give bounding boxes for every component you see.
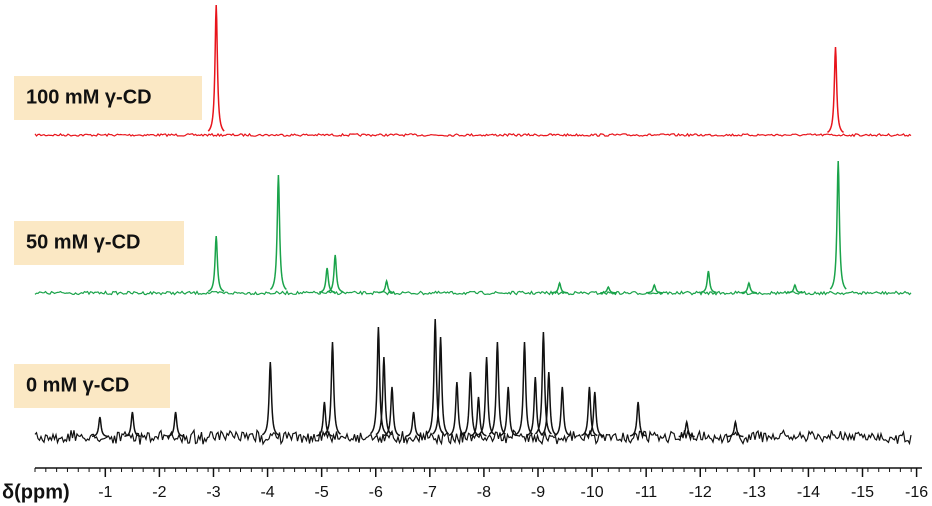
peak bbox=[470, 396, 487, 437]
peak bbox=[600, 285, 617, 294]
x-tick-label: -4 bbox=[260, 484, 274, 501]
peak bbox=[554, 386, 571, 437]
series-label: 100 mM γ-CD bbox=[26, 86, 152, 108]
label-box bbox=[14, 221, 184, 265]
label-box bbox=[14, 364, 170, 408]
peak bbox=[324, 341, 341, 435]
peak bbox=[727, 419, 744, 438]
peak bbox=[405, 411, 422, 438]
baseline-noise bbox=[34, 428, 912, 446]
peak bbox=[678, 419, 695, 438]
peak bbox=[740, 281, 757, 294]
x-axis-label: δ(ppm) bbox=[2, 481, 70, 503]
peak bbox=[516, 341, 533, 435]
peak bbox=[700, 270, 717, 294]
x-tick-label: -7 bbox=[423, 484, 437, 501]
peak bbox=[551, 281, 568, 294]
x-tick-label: -14 bbox=[797, 484, 820, 501]
series-label: 50 mM γ-CD bbox=[26, 231, 140, 253]
x-tick-label: -8 bbox=[477, 484, 491, 501]
x-tick-label: -16 bbox=[905, 484, 928, 501]
x-tick-label: -11 bbox=[635, 484, 657, 501]
peak bbox=[167, 411, 184, 438]
peak bbox=[527, 376, 544, 436]
peak bbox=[581, 386, 598, 437]
peak bbox=[499, 386, 517, 437]
peak bbox=[207, 235, 225, 292]
peak bbox=[646, 283, 663, 294]
x-tick-label: -2 bbox=[152, 484, 166, 501]
peak bbox=[448, 381, 466, 437]
x-tick-label: -3 bbox=[206, 484, 220, 501]
peak bbox=[326, 254, 344, 293]
x-tick-label: -9 bbox=[531, 484, 545, 501]
peak bbox=[488, 341, 506, 435]
x-tick-label: -10 bbox=[581, 484, 604, 501]
peak bbox=[540, 371, 558, 436]
peak bbox=[369, 326, 387, 435]
peak bbox=[827, 46, 844, 133]
peak bbox=[261, 361, 279, 436]
label-box bbox=[14, 76, 202, 120]
peak bbox=[534, 331, 552, 435]
peak bbox=[629, 401, 647, 437]
peak bbox=[207, 4, 225, 132]
peak bbox=[786, 283, 804, 294]
peak bbox=[378, 278, 395, 294]
peak bbox=[269, 174, 287, 291]
peak bbox=[383, 386, 401, 437]
x-tick-label: -1 bbox=[98, 484, 112, 501]
baseline-noise bbox=[34, 290, 912, 296]
x-tick-label: -5 bbox=[315, 484, 329, 501]
peak bbox=[91, 416, 109, 438]
series-label: 0 mM γ-CD bbox=[26, 374, 129, 396]
x-tick-label: -13 bbox=[743, 484, 766, 501]
peak bbox=[318, 267, 336, 294]
peak bbox=[316, 401, 333, 437]
x-tick-label: -12 bbox=[689, 484, 712, 501]
peak bbox=[829, 160, 847, 290]
peak bbox=[462, 371, 479, 436]
peak bbox=[375, 356, 393, 436]
x-tick-label: -15 bbox=[851, 484, 874, 501]
peak bbox=[586, 391, 604, 437]
peak bbox=[426, 318, 444, 435]
peak bbox=[432, 336, 450, 435]
baseline-noise bbox=[34, 132, 912, 138]
x-tick-label: -6 bbox=[369, 484, 383, 501]
peak bbox=[124, 411, 141, 438]
